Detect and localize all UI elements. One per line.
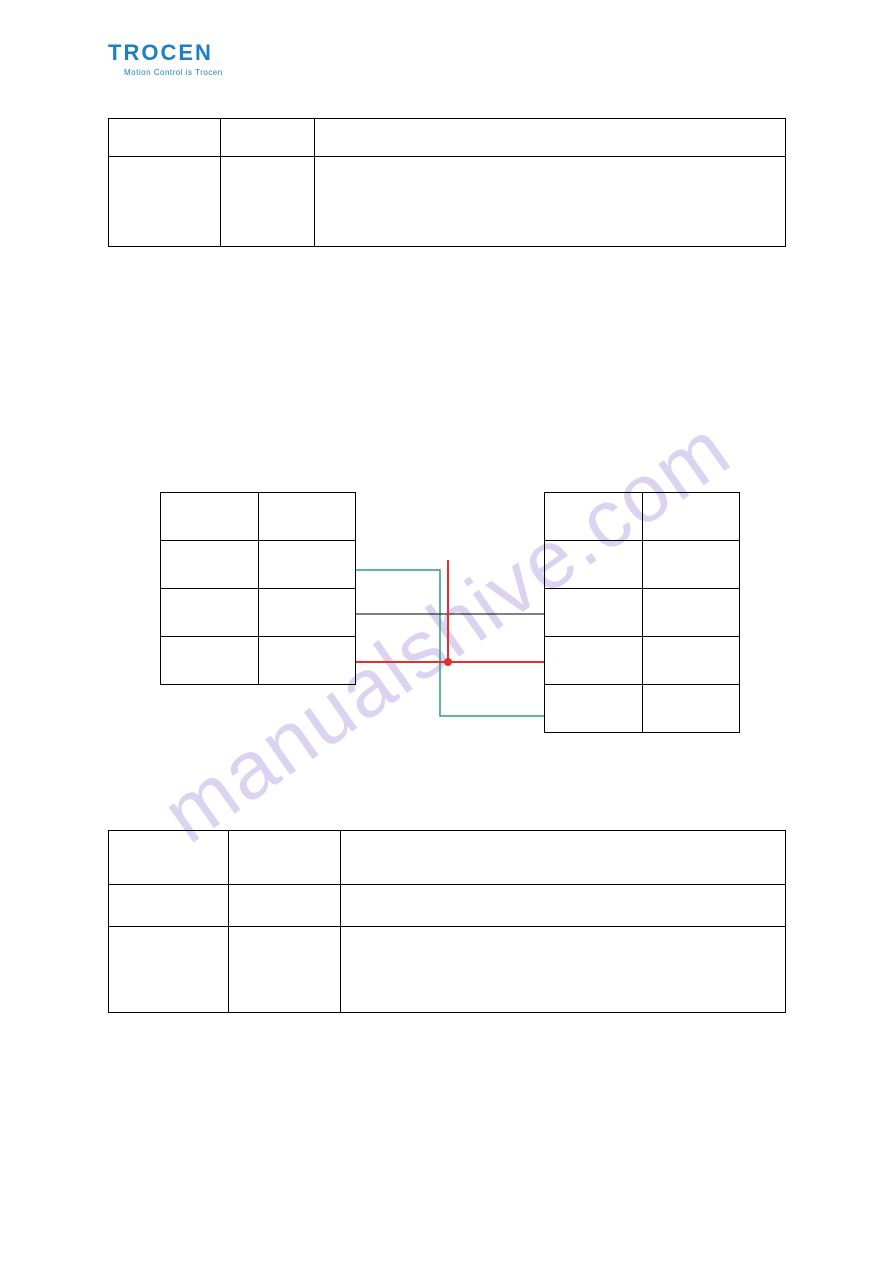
table-cell — [545, 685, 643, 733]
table-row — [545, 541, 740, 589]
table-cell — [258, 493, 356, 541]
table-cell — [642, 637, 740, 685]
table-cell — [545, 493, 643, 541]
diagram-left-table — [160, 492, 356, 685]
table-cell — [545, 589, 643, 637]
table-cell — [221, 157, 315, 247]
table-cell — [315, 119, 786, 157]
table-cell — [161, 493, 259, 541]
table-cell — [258, 589, 356, 637]
table-cell — [109, 831, 229, 885]
red-junction-dot — [444, 658, 452, 666]
table-row — [545, 637, 740, 685]
green-wire — [356, 570, 544, 716]
table-cell — [341, 885, 786, 927]
table-cell — [341, 927, 786, 1013]
table-row — [161, 589, 356, 637]
table-cell — [341, 831, 786, 885]
table-cell — [642, 589, 740, 637]
table-row — [109, 119, 786, 157]
table-cell — [161, 589, 259, 637]
diagram-right-table — [544, 492, 740, 733]
table-cell — [642, 493, 740, 541]
table-row — [545, 685, 740, 733]
table-cell — [109, 157, 221, 247]
table-cell — [109, 927, 229, 1013]
logo-tagline: Motion Control is Trocen — [124, 68, 223, 77]
upper-table — [108, 118, 786, 247]
table-cell — [642, 685, 740, 733]
table-row — [109, 831, 786, 885]
logo-block: TROCEN Motion Control is Trocen — [108, 40, 223, 77]
table-row — [109, 927, 786, 1013]
table-cell — [229, 885, 341, 927]
table-row — [109, 157, 786, 247]
table-cell — [258, 541, 356, 589]
table-cell — [229, 831, 341, 885]
table-cell — [315, 157, 786, 247]
table-row — [161, 541, 356, 589]
lower-table — [108, 830, 786, 1013]
table-cell — [545, 541, 643, 589]
table-cell — [221, 119, 315, 157]
logo-brand: TROCEN — [108, 40, 223, 66]
table-cell — [229, 927, 341, 1013]
table-cell — [109, 885, 229, 927]
table-row — [545, 589, 740, 637]
table-row — [545, 493, 740, 541]
table-cell — [642, 541, 740, 589]
wiring-diagram — [160, 492, 740, 752]
table-cell — [161, 637, 259, 685]
table-cell — [545, 637, 643, 685]
table-row — [161, 637, 356, 685]
table-cell — [258, 637, 356, 685]
table-cell — [161, 541, 259, 589]
table-cell — [109, 119, 221, 157]
table-row — [109, 885, 786, 927]
table-row — [161, 493, 356, 541]
